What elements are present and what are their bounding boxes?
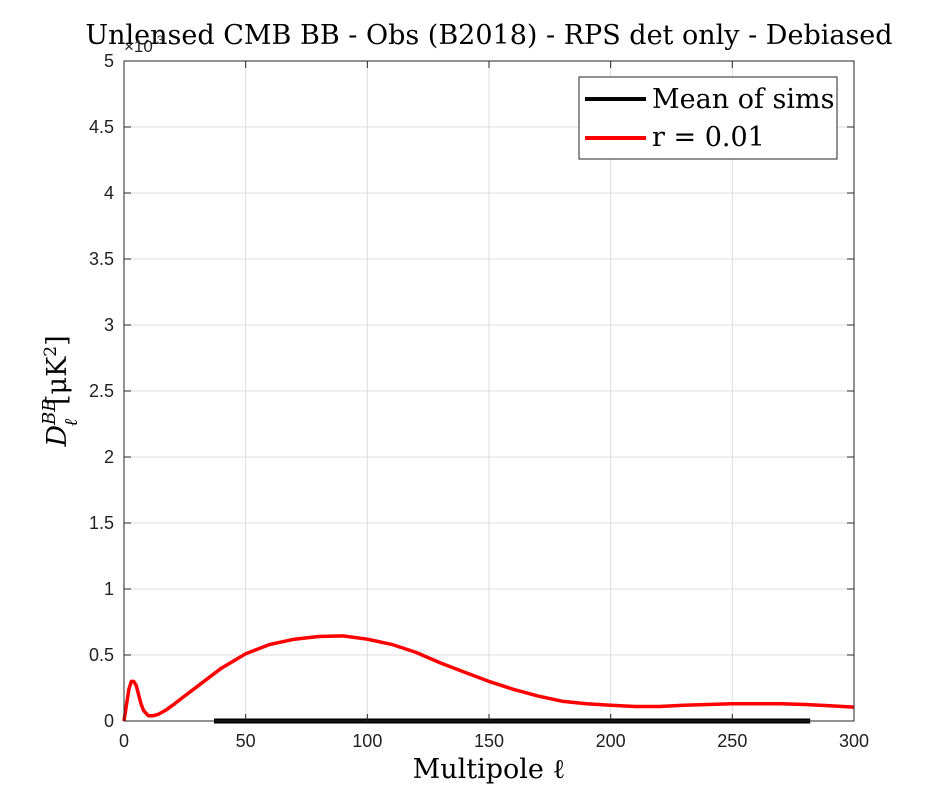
y-tick-label: 1.5 <box>89 513 114 533</box>
legend-label-r-0-01: r = 0.01 <box>652 122 765 153</box>
y-axis-label: DBBℓ[μK2] <box>39 335 82 447</box>
y-axis-exponent: ×10-3 <box>124 33 164 56</box>
chart-title: Unlensed CMB BB - Obs (B2018) - RPS det … <box>85 20 892 51</box>
legend: Mean of sims r = 0.01 <box>578 76 838 160</box>
y-tick-label: 0.5 <box>89 645 114 665</box>
y-tick-label: 1 <box>104 579 114 599</box>
y-tick-label: 2 <box>104 447 114 467</box>
x-tick-label: 300 <box>839 731 869 751</box>
y-tick-label: 0 <box>104 711 114 731</box>
y-tick-label: 5 <box>104 51 114 71</box>
x-tick-label: 0 <box>119 731 129 751</box>
x-tick-label: 50 <box>236 731 256 751</box>
x-axis-label: Multipole ℓ <box>413 754 566 785</box>
y-tick-label: 3.5 <box>89 249 114 269</box>
x-tick-label: 250 <box>717 731 747 751</box>
y-tick-label: 4 <box>104 183 114 203</box>
x-tick-label: 200 <box>596 731 626 751</box>
y-tick-label: 4.5 <box>89 117 114 137</box>
y-tick-label: 2.5 <box>89 381 114 401</box>
x-tick-label: 100 <box>352 731 382 751</box>
x-tick-label: 150 <box>474 731 504 751</box>
legend-box <box>578 76 838 160</box>
legend-label-mean-of-sims: Mean of sims <box>652 84 834 115</box>
y-tick-label: 3 <box>104 315 114 335</box>
series-line-r-0-01 <box>122 634 855 722</box>
ticks: 0 50 100 150 200 250 300 0 0.5 1 1.5 2 2.5 3 3.5 4 4.5 5 <box>89 51 869 751</box>
